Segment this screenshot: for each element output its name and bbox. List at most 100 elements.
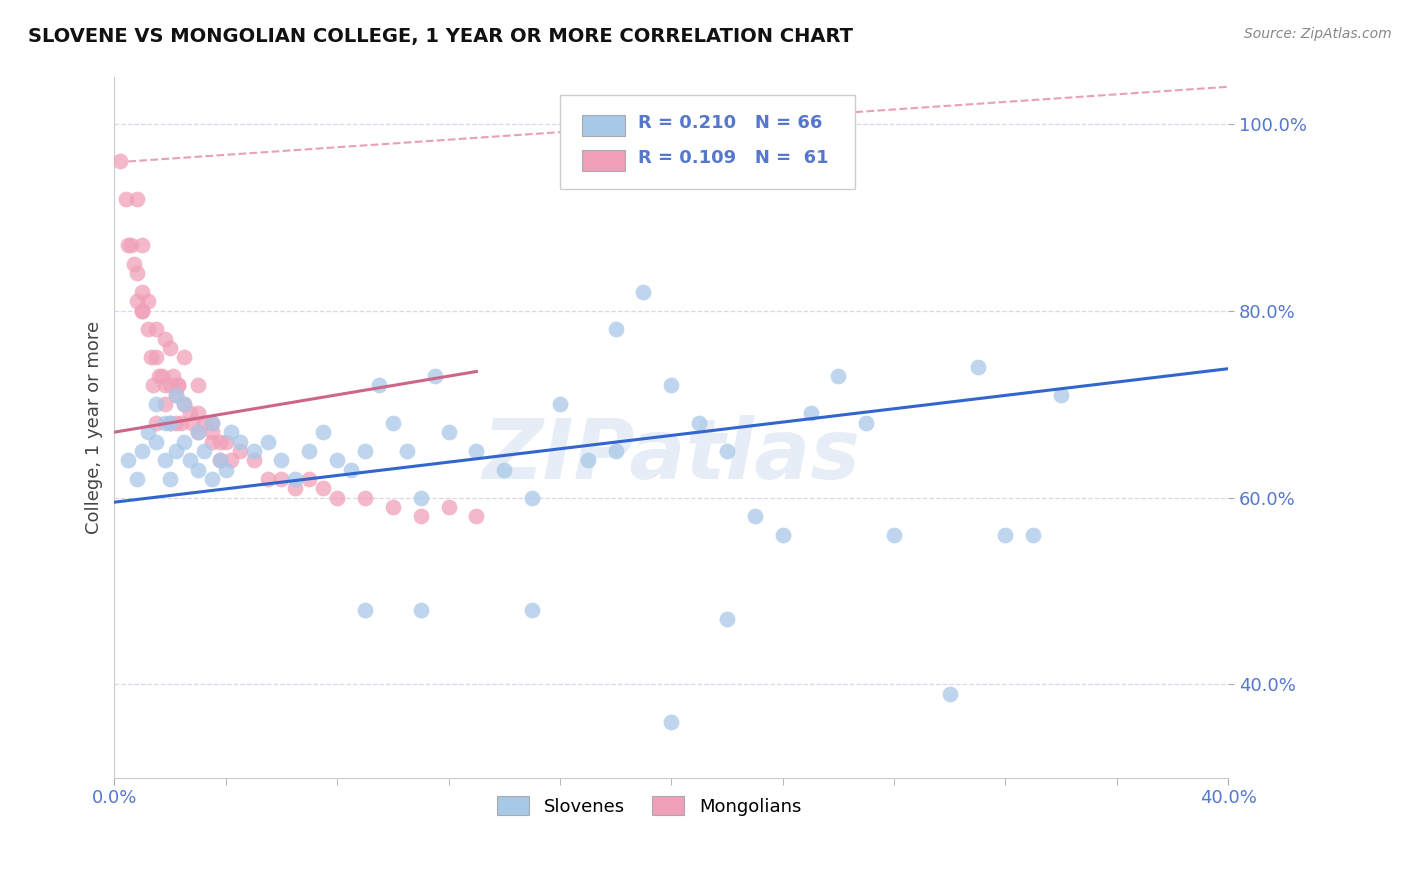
Point	[437, 500, 460, 514]
Point	[209, 453, 232, 467]
Point	[883, 528, 905, 542]
Point	[153, 453, 176, 467]
Point	[409, 602, 432, 616]
Point	[153, 332, 176, 346]
Point	[131, 303, 153, 318]
Point	[215, 462, 238, 476]
Point	[799, 407, 821, 421]
Point	[125, 472, 148, 486]
Point	[827, 369, 849, 384]
Point	[368, 378, 391, 392]
Point	[131, 303, 153, 318]
Point	[548, 397, 571, 411]
Point	[145, 351, 167, 365]
Point	[209, 434, 232, 449]
Point	[423, 369, 446, 384]
Point	[201, 416, 224, 430]
Point	[181, 416, 204, 430]
FancyBboxPatch shape	[582, 114, 624, 136]
Point	[159, 378, 181, 392]
Point	[221, 425, 243, 439]
Point	[855, 416, 877, 430]
Point	[179, 407, 201, 421]
Point	[125, 294, 148, 309]
Point	[187, 425, 209, 439]
Point	[201, 416, 224, 430]
Point	[256, 434, 278, 449]
Point	[966, 359, 988, 374]
Point	[159, 341, 181, 355]
Point	[633, 285, 655, 300]
Point	[688, 416, 710, 430]
Point	[242, 443, 264, 458]
Point	[298, 472, 321, 486]
Text: ZIPatlas: ZIPatlas	[482, 415, 860, 496]
Point	[117, 238, 139, 252]
Point	[520, 602, 543, 616]
Point	[153, 397, 176, 411]
Point	[409, 491, 432, 505]
Point	[605, 443, 627, 458]
Point	[187, 378, 209, 392]
Point	[167, 378, 190, 392]
Point	[187, 425, 209, 439]
Point	[716, 443, 738, 458]
Point	[1050, 388, 1073, 402]
Point	[173, 434, 195, 449]
Point	[125, 192, 148, 206]
Point	[159, 416, 181, 430]
Point	[284, 472, 307, 486]
Point	[354, 602, 377, 616]
Point	[187, 462, 209, 476]
Point	[215, 434, 238, 449]
Point	[162, 369, 184, 384]
Point	[494, 462, 516, 476]
Point	[994, 528, 1017, 542]
Point	[136, 322, 159, 336]
Point	[170, 416, 193, 430]
Point	[221, 453, 243, 467]
Point	[465, 443, 488, 458]
Point	[201, 425, 224, 439]
Point	[122, 257, 145, 271]
Point	[153, 416, 176, 430]
Point	[1022, 528, 1045, 542]
Point	[312, 481, 335, 495]
Point	[659, 714, 682, 729]
Point	[395, 443, 418, 458]
Point	[153, 378, 176, 392]
Point	[145, 397, 167, 411]
Point	[167, 378, 190, 392]
FancyBboxPatch shape	[560, 95, 855, 189]
Point	[159, 472, 181, 486]
Point	[165, 416, 187, 430]
Point	[326, 453, 349, 467]
Point	[744, 509, 766, 524]
Point	[270, 472, 292, 486]
Point	[131, 238, 153, 252]
Point	[187, 407, 209, 421]
Text: Source: ZipAtlas.com: Source: ZipAtlas.com	[1244, 27, 1392, 41]
Point	[326, 491, 349, 505]
Point	[159, 416, 181, 430]
Point	[381, 500, 404, 514]
Legend: Slovenes, Mongolians: Slovenes, Mongolians	[488, 787, 810, 824]
Point	[145, 416, 167, 430]
Text: R = 0.109   N =  61: R = 0.109 N = 61	[638, 149, 828, 167]
Point	[520, 491, 543, 505]
Point	[354, 443, 377, 458]
Point	[270, 453, 292, 467]
Point	[312, 425, 335, 439]
Point	[173, 397, 195, 411]
Text: SLOVENE VS MONGOLIAN COLLEGE, 1 YEAR OR MORE CORRELATION CHART: SLOVENE VS MONGOLIAN COLLEGE, 1 YEAR OR …	[28, 27, 853, 45]
Point	[173, 351, 195, 365]
Point	[148, 369, 170, 384]
Point	[165, 388, 187, 402]
Point	[114, 192, 136, 206]
Text: R = 0.210   N = 66: R = 0.210 N = 66	[638, 114, 823, 132]
Point	[201, 434, 224, 449]
Point	[576, 453, 599, 467]
Point	[605, 322, 627, 336]
Point	[716, 612, 738, 626]
Point	[136, 425, 159, 439]
